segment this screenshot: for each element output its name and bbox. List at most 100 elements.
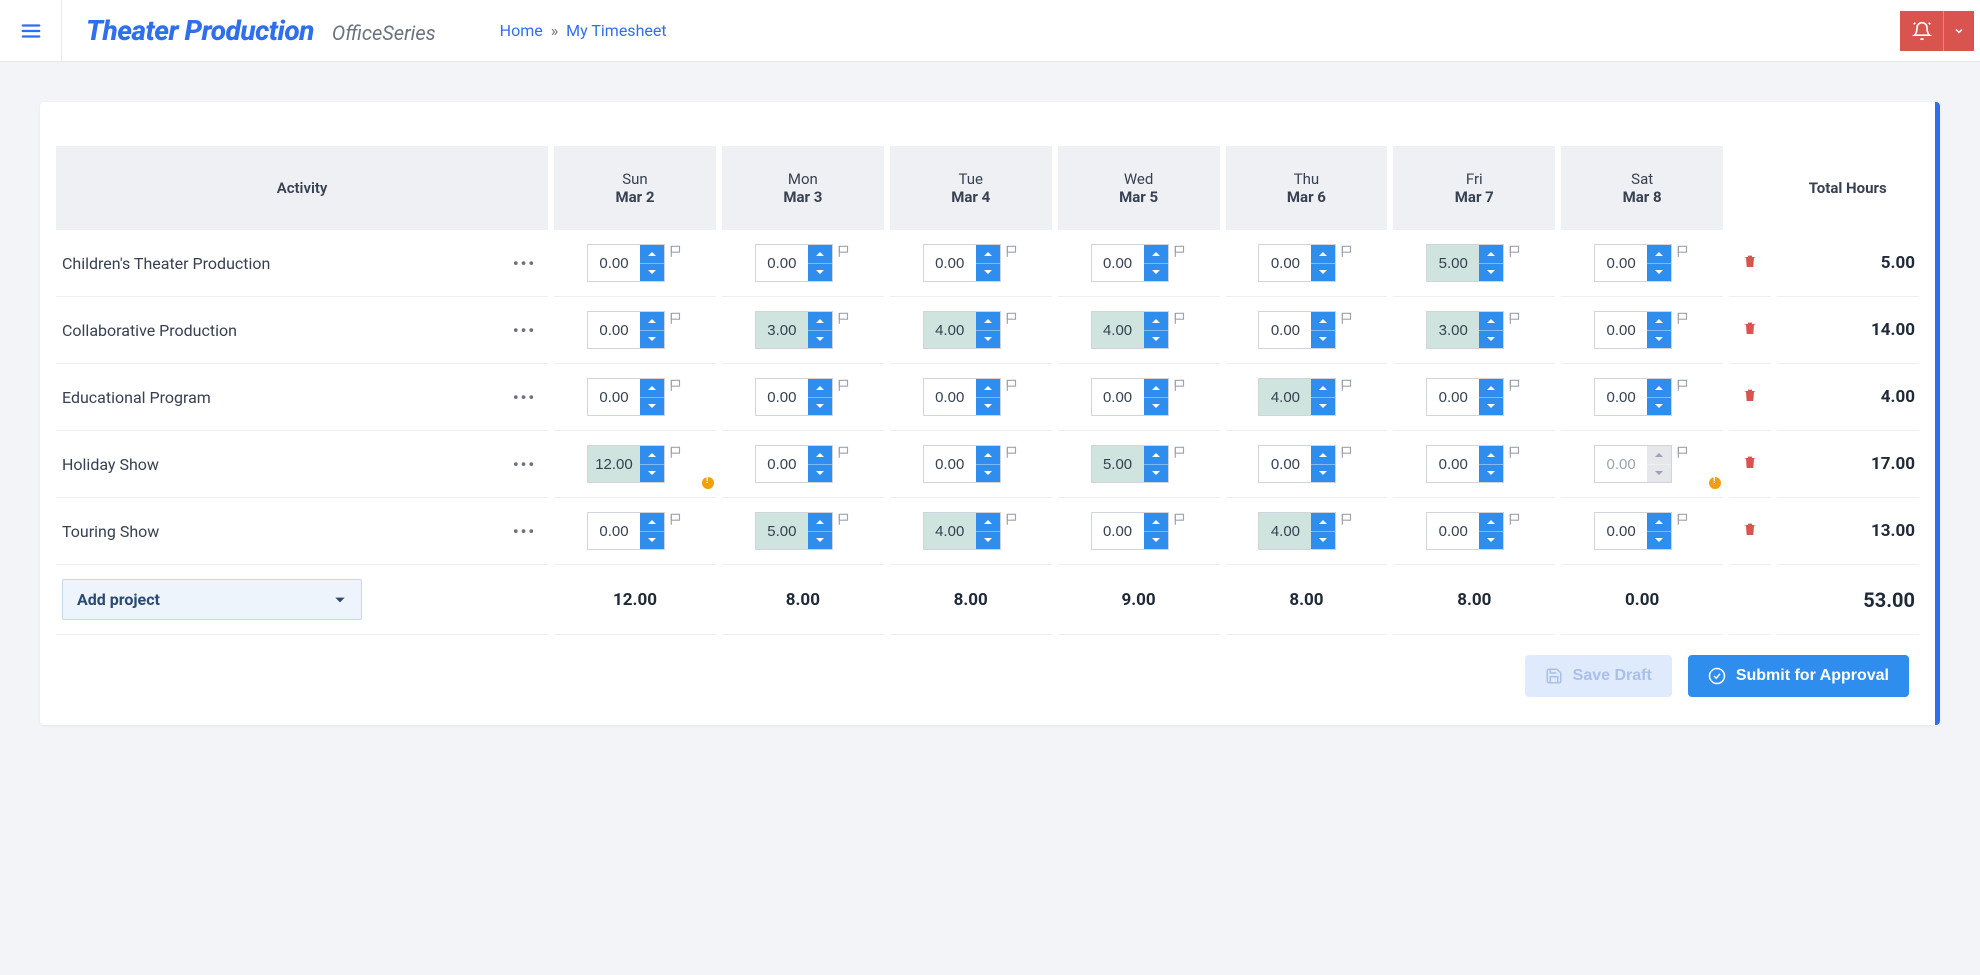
decrement-button[interactable] xyxy=(1479,398,1503,416)
hours-input[interactable] xyxy=(1595,513,1647,549)
hours-input[interactable] xyxy=(924,379,976,415)
note-flag-icon[interactable] xyxy=(1508,244,1522,258)
hours-input[interactable] xyxy=(588,312,640,348)
hours-input[interactable] xyxy=(1427,245,1479,281)
breadcrumb-home[interactable]: Home xyxy=(500,21,543,40)
note-flag-icon[interactable] xyxy=(1508,445,1522,459)
increment-button[interactable] xyxy=(640,513,664,532)
note-flag-icon[interactable] xyxy=(1340,244,1354,258)
increment-button[interactable] xyxy=(976,245,1000,264)
decrement-button[interactable] xyxy=(1144,264,1168,282)
decrement-button[interactable] xyxy=(1647,532,1671,550)
increment-button[interactable] xyxy=(640,312,664,331)
note-flag-icon[interactable] xyxy=(669,311,683,325)
decrement-button[interactable] xyxy=(1647,398,1671,416)
delete-row-button[interactable] xyxy=(1742,455,1758,474)
increment-button[interactable] xyxy=(1479,245,1503,264)
decrement-button[interactable] xyxy=(1144,398,1168,416)
increment-button[interactable] xyxy=(1144,312,1168,331)
increment-button[interactable] xyxy=(640,446,664,465)
hours-input[interactable] xyxy=(1595,245,1647,281)
delete-row-button[interactable] xyxy=(1742,254,1758,273)
hours-input[interactable] xyxy=(1092,245,1144,281)
decrement-button[interactable] xyxy=(1144,532,1168,550)
note-flag-icon[interactable] xyxy=(1173,512,1187,526)
note-flag-icon[interactable] xyxy=(1508,512,1522,526)
decrement-button[interactable] xyxy=(808,264,832,282)
note-flag-icon[interactable] xyxy=(669,244,683,258)
note-flag-icon[interactable] xyxy=(1676,512,1690,526)
hours-input[interactable] xyxy=(756,513,808,549)
hours-input[interactable] xyxy=(756,379,808,415)
hours-input[interactable] xyxy=(924,245,976,281)
note-flag-icon[interactable] xyxy=(1676,244,1690,258)
increment-button[interactable] xyxy=(808,513,832,532)
note-flag-icon[interactable] xyxy=(837,378,851,392)
decrement-button[interactable] xyxy=(808,331,832,349)
increment-button[interactable] xyxy=(1311,513,1335,532)
add-project-button[interactable]: Add project xyxy=(62,579,362,620)
menu-toggle[interactable] xyxy=(0,0,62,62)
hours-input[interactable] xyxy=(1259,245,1311,281)
note-flag-icon[interactable] xyxy=(1508,378,1522,392)
hours-input[interactable] xyxy=(1259,379,1311,415)
note-flag-icon[interactable] xyxy=(669,512,683,526)
increment-button[interactable] xyxy=(1144,245,1168,264)
hours-input[interactable] xyxy=(1092,446,1144,482)
increment-button[interactable] xyxy=(1311,379,1335,398)
hours-input[interactable] xyxy=(1092,312,1144,348)
increment-button[interactable] xyxy=(976,379,1000,398)
decrement-button[interactable] xyxy=(976,532,1000,550)
row-menu[interactable]: ••• xyxy=(513,522,544,541)
decrement-button[interactable] xyxy=(976,331,1000,349)
hours-input[interactable] xyxy=(588,513,640,549)
increment-button[interactable] xyxy=(1479,379,1503,398)
note-flag-icon[interactable] xyxy=(837,512,851,526)
note-flag-icon[interactable] xyxy=(1005,378,1019,392)
hours-input[interactable] xyxy=(1427,379,1479,415)
note-flag-icon[interactable] xyxy=(1340,378,1354,392)
note-flag-icon[interactable] xyxy=(1173,311,1187,325)
increment-button[interactable] xyxy=(1647,513,1671,532)
increment-button[interactable] xyxy=(808,446,832,465)
note-flag-icon[interactable] xyxy=(1005,445,1019,459)
increment-button[interactable] xyxy=(1311,245,1335,264)
note-flag-icon[interactable] xyxy=(1676,378,1690,392)
delete-row-button[interactable] xyxy=(1742,321,1758,340)
hours-input[interactable] xyxy=(1092,513,1144,549)
increment-button[interactable] xyxy=(640,245,664,264)
decrement-button[interactable] xyxy=(808,398,832,416)
note-flag-icon[interactable] xyxy=(1340,311,1354,325)
note-flag-icon[interactable] xyxy=(1173,445,1187,459)
note-flag-icon[interactable] xyxy=(1173,244,1187,258)
hours-input[interactable] xyxy=(1427,513,1479,549)
note-flag-icon[interactable] xyxy=(669,445,683,459)
hours-input[interactable] xyxy=(1259,312,1311,348)
note-flag-icon[interactable] xyxy=(1340,445,1354,459)
hours-input[interactable] xyxy=(924,312,976,348)
hours-input[interactable] xyxy=(1595,446,1647,482)
decrement-button[interactable] xyxy=(1479,532,1503,550)
decrement-button[interactable] xyxy=(640,465,664,483)
increment-button[interactable] xyxy=(1647,379,1671,398)
note-flag-icon[interactable] xyxy=(1005,244,1019,258)
row-menu[interactable]: ••• xyxy=(513,321,544,340)
decrement-button[interactable] xyxy=(976,264,1000,282)
delete-row-button[interactable] xyxy=(1742,522,1758,541)
increment-button[interactable] xyxy=(1479,446,1503,465)
hours-input[interactable] xyxy=(924,513,976,549)
note-flag-icon[interactable] xyxy=(669,378,683,392)
note-flag-icon[interactable] xyxy=(1005,512,1019,526)
hours-input[interactable] xyxy=(1595,379,1647,415)
note-flag-icon[interactable] xyxy=(1676,445,1690,459)
decrement-button[interactable] xyxy=(640,331,664,349)
note-flag-icon[interactable] xyxy=(837,445,851,459)
hours-input[interactable] xyxy=(1595,312,1647,348)
decrement-button[interactable] xyxy=(640,532,664,550)
decrement-button[interactable] xyxy=(640,398,664,416)
increment-button[interactable] xyxy=(808,312,832,331)
increment-button[interactable] xyxy=(1479,513,1503,532)
breadcrumb-current[interactable]: My Timesheet xyxy=(566,21,666,40)
decrement-button[interactable] xyxy=(1647,465,1671,483)
note-flag-icon[interactable] xyxy=(1340,512,1354,526)
